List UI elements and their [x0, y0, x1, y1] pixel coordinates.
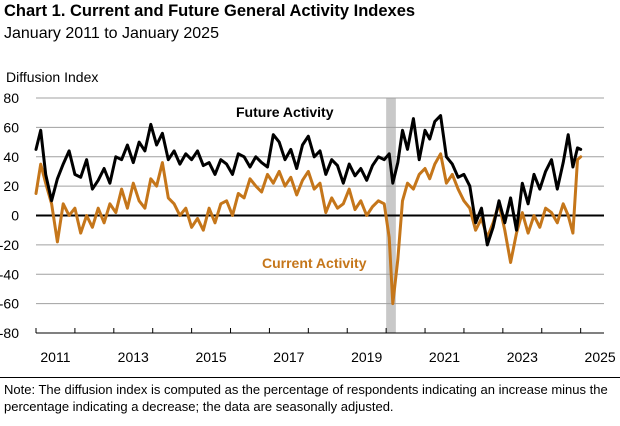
- future-activity-line: [34, 114, 583, 247]
- chart-area: -80 -60 -40 -20 0 20 40 60 80 2011 2013 2015 2017 201…: [0, 69, 616, 365]
- x-tick-label: 2011: [40, 349, 70, 365]
- x-tick-label: 2013: [118, 349, 149, 365]
- y-tick-label: 80: [3, 90, 19, 106]
- ylabel: Diffusion Index: [6, 69, 98, 85]
- y-tick-label: -20: [0, 237, 19, 253]
- x-tick-label: 2015: [195, 349, 226, 365]
- y-tick-label: 20: [3, 178, 19, 194]
- y-tick-label: -40: [0, 266, 19, 282]
- chart-note: Note: The diffusion index is computed as…: [4, 382, 608, 414]
- y-tick-label: 40: [3, 149, 19, 165]
- current-activity-line: [34, 152, 583, 306]
- y-tick-label: 0: [11, 208, 19, 224]
- x-tick-label: 2021: [429, 349, 460, 365]
- chart-subtitle: January 2011 to January 2025: [4, 25, 219, 42]
- x-tick-label: 2019: [351, 349, 382, 365]
- x-tick-label: 2025: [585, 349, 616, 365]
- x-tick-label: 2017: [273, 349, 304, 365]
- chart-title: Chart 1. Current and Future General Acti…: [4, 2, 416, 20]
- future-activity-label: Future Activity: [236, 104, 334, 120]
- y-tick-label: 60: [3, 119, 19, 135]
- y-tick-label: -80: [0, 325, 19, 341]
- current-activity-label: Current Activity: [262, 255, 367, 271]
- x-tick-label: 2023: [507, 349, 538, 365]
- y-tick-label: -60: [0, 296, 19, 312]
- note-divider: [0, 377, 620, 378]
